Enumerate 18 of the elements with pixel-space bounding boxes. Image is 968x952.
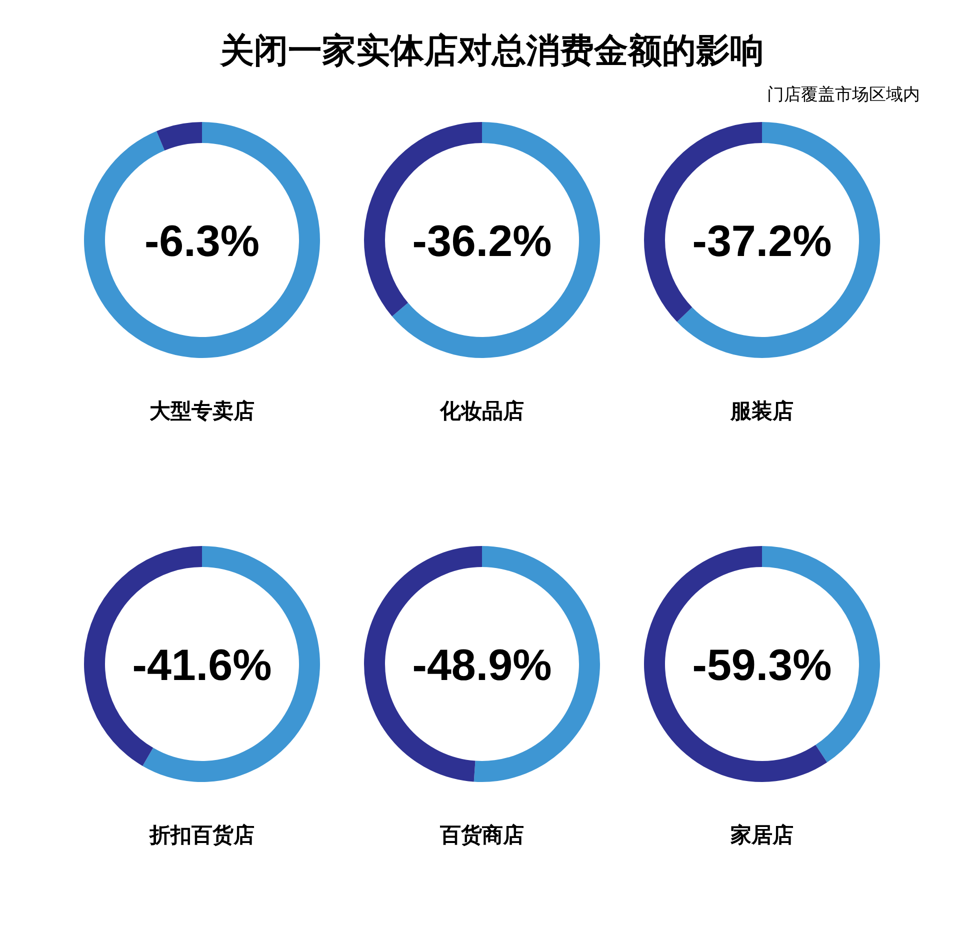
- donut-slice: [677, 122, 880, 358]
- text: -6.3%: [144, 217, 260, 266]
- text: 家居店: [730, 823, 794, 847]
- donut-slice: [84, 122, 320, 358]
- text: -41.6%: [132, 641, 272, 690]
- text: 大型专卖店: [150, 399, 254, 423]
- donut-slice: [392, 122, 600, 358]
- text: -48.9%: [412, 641, 552, 690]
- text: -59.3%: [692, 641, 832, 690]
- text: 化妆品店: [439, 399, 524, 423]
- donut-slice: [156, 122, 202, 150]
- text: 百货商店: [439, 823, 524, 847]
- text: 服装店: [730, 399, 794, 423]
- text: 折扣百货店: [148, 823, 254, 847]
- text: -36.2%: [412, 217, 552, 266]
- chart-title: 关闭一家实体店对总消费金额的影响: [219, 32, 764, 70]
- chart-subtitle: 门店覆盖市场区域内: [767, 85, 920, 104]
- text: -37.2%: [692, 217, 832, 266]
